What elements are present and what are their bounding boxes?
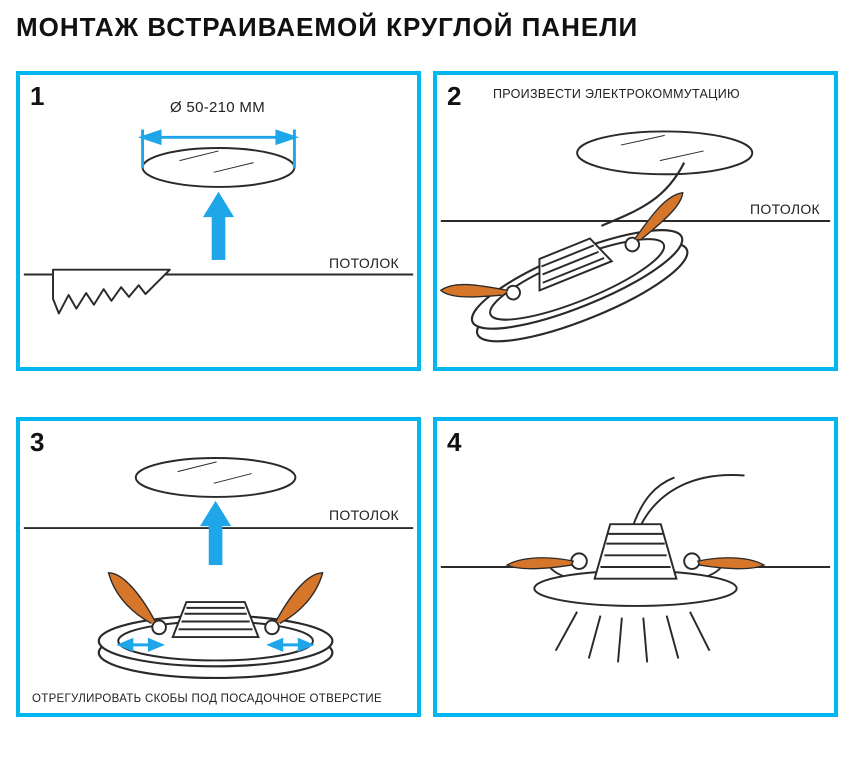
panel-1-drawing bbox=[20, 75, 417, 367]
panel-3-ceiling-label: ПОТОЛОК bbox=[329, 507, 399, 523]
panel-3: 3 ПОТОЛОК ОТРЕГУЛИРОВАТЬ СКОБЫ ПОД ПОСАД… bbox=[16, 417, 421, 717]
panel-4-number: 4 bbox=[447, 427, 461, 458]
panel-4: 4 bbox=[433, 417, 838, 717]
panel-1: 1 Ø 50-210 ММ ПОТОЛОК bbox=[16, 71, 421, 371]
panel-2-ceiling-label: ПОТОЛОК bbox=[750, 201, 820, 217]
panel-1-number: 1 bbox=[30, 81, 44, 112]
panels-grid: 1 Ø 50-210 ММ ПОТОЛОК bbox=[16, 71, 838, 717]
panel-4-drawing bbox=[437, 421, 834, 713]
panel-3-bottom-note: ОТРЕГУЛИРОВАТЬ СКОБЫ ПОД ПОСАДОЧНОЕ ОТВЕ… bbox=[32, 693, 382, 705]
panel-1-ceiling-label: ПОТОЛОК bbox=[329, 255, 399, 271]
panel-3-drawing bbox=[20, 421, 417, 713]
panel-3-number: 3 bbox=[30, 427, 44, 458]
panel-2-number: 2 bbox=[447, 81, 461, 112]
page-title: МОНТАЖ ВСТРАИВАЕМОЙ КРУГЛОЙ ПАНЕЛИ bbox=[16, 12, 838, 43]
panel-2-subtitle: ПРОИЗВЕСТИ ЭЛЕКТРОКОММУТАЦИЮ bbox=[493, 87, 740, 101]
panel-2-drawing bbox=[437, 75, 834, 367]
panel-1-dimension: Ø 50-210 ММ bbox=[170, 99, 265, 116]
panel-2: 2 ПРОИЗВЕСТИ ЭЛЕКТРОКОММУТАЦИЮ ПОТОЛОК bbox=[433, 71, 838, 371]
